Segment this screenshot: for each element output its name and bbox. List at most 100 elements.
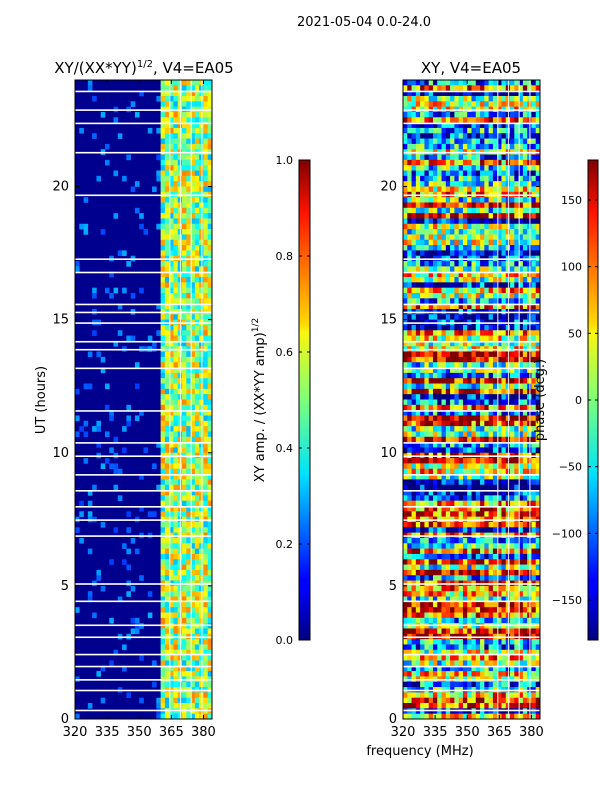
heatmap-cell	[96, 575, 101, 581]
heatmap-cell	[164, 186, 170, 193]
heatmap-cell	[186, 324, 191, 331]
heatmap-cell	[458, 564, 464, 571]
heatmap-cell	[411, 356, 417, 363]
heatmap-cell	[432, 298, 438, 304]
heatmap-cell	[207, 245, 212, 251]
heatmap-cell	[194, 644, 200, 651]
heatmap-cell	[424, 330, 429, 336]
heatmap-cell	[454, 287, 459, 294]
heatmap-cell	[484, 431, 489, 438]
heatmap-cell	[415, 367, 421, 374]
heatmap-cell	[497, 543, 502, 549]
heatmap-cell	[492, 383, 498, 390]
heatmap-cell	[484, 218, 489, 225]
heatmap-cell	[190, 442, 196, 448]
heatmap-cell	[484, 612, 489, 619]
heatmap-cell	[432, 234, 438, 241]
heatmap-cell	[164, 442, 170, 448]
heatmap-cell	[173, 607, 179, 613]
heatmap-cell	[160, 122, 166, 129]
heatmap-cell	[169, 181, 174, 187]
heatmap-cell	[475, 484, 481, 491]
heatmap-cell	[411, 548, 417, 555]
heatmap-cell	[475, 415, 481, 422]
heatmap-cell	[441, 601, 447, 608]
heatmap-cell	[454, 298, 459, 304]
heatmap-cell	[100, 367, 106, 374]
heatmap-cell	[467, 122, 472, 129]
heatmap-cell	[194, 527, 200, 533]
heatmap-cell	[514, 133, 519, 139]
heatmap-cell	[518, 527, 524, 533]
heatmap-cell	[173, 80, 179, 86]
heatmap-cell	[190, 133, 196, 139]
heatmap-cell	[514, 394, 519, 400]
heatmap-cell	[186, 506, 191, 512]
heatmap-cell	[514, 127, 519, 134]
heatmap-cell	[484, 394, 489, 400]
heatmap-cell	[186, 245, 191, 251]
heatmap-cell	[420, 229, 425, 235]
heatmap-cell	[182, 165, 187, 171]
heatmap-cell	[203, 607, 209, 613]
heatmap-cell	[480, 229, 485, 235]
heatmap-cell	[471, 367, 477, 374]
heatmap-cell	[420, 218, 425, 225]
heatmap-cell	[462, 287, 468, 294]
flagged-channel	[179, 80, 182, 719]
heatmap-cell	[514, 351, 519, 358]
heatmap-cell	[194, 591, 200, 597]
heatmap-cell	[203, 154, 209, 161]
heatmap-cell	[411, 245, 417, 251]
heatmap-cell	[415, 111, 421, 118]
heatmap-cell	[207, 378, 212, 384]
heatmap-cell	[415, 186, 421, 193]
heatmap-cell	[522, 495, 528, 501]
heatmap-cell	[415, 548, 421, 555]
heatmap-cell	[475, 250, 481, 257]
heatmap-cell	[467, 362, 472, 368]
heatmap-cell	[484, 601, 489, 608]
heatmap-cell	[480, 372, 485, 379]
heatmap-cell	[113, 649, 119, 656]
flagged-row	[75, 600, 212, 603]
heatmap-cell	[510, 186, 515, 193]
heatmap-cell	[467, 223, 472, 230]
heatmap-cell	[437, 101, 442, 107]
heatmap-cell	[420, 591, 425, 597]
heatmap-cell	[467, 383, 472, 390]
heatmap-cell	[160, 330, 166, 336]
heatmap-cell	[484, 543, 489, 549]
heatmap-cell	[182, 282, 187, 288]
heatmap-cell	[194, 314, 200, 320]
heatmap-cell	[424, 474, 429, 480]
heatmap-cell	[407, 271, 412, 278]
heatmap-cell	[194, 442, 200, 448]
heatmap-cell	[207, 564, 212, 571]
heatmap-cell	[92, 293, 97, 299]
heatmap-cell	[475, 495, 481, 501]
heatmap-cell	[432, 458, 438, 464]
heatmap-cell	[462, 447, 468, 454]
heatmap-cell	[169, 287, 174, 294]
heatmap-cell	[437, 468, 442, 475]
heatmap-cell	[411, 490, 417, 496]
heatmap-cell	[492, 181, 498, 187]
heatmap-cell	[173, 127, 179, 134]
heatmap-cell	[518, 484, 524, 491]
heatmap-cell	[454, 111, 459, 118]
heatmap-cell	[169, 117, 174, 123]
heatmap-cell	[207, 415, 212, 422]
heatmap-cell	[522, 250, 528, 257]
heatmap-cell	[411, 95, 417, 102]
heatmap-cell	[492, 223, 498, 230]
heatmap-cell	[437, 372, 442, 379]
heatmap-cell	[445, 229, 451, 235]
heatmap-cell	[164, 122, 170, 129]
heatmap-cell	[437, 436, 442, 443]
heatmap-cell	[535, 340, 540, 347]
heatmap-cell	[424, 378, 429, 384]
heatmap-cell	[182, 431, 187, 438]
heatmap-cell	[194, 569, 200, 576]
heatmap-cell	[445, 133, 451, 139]
